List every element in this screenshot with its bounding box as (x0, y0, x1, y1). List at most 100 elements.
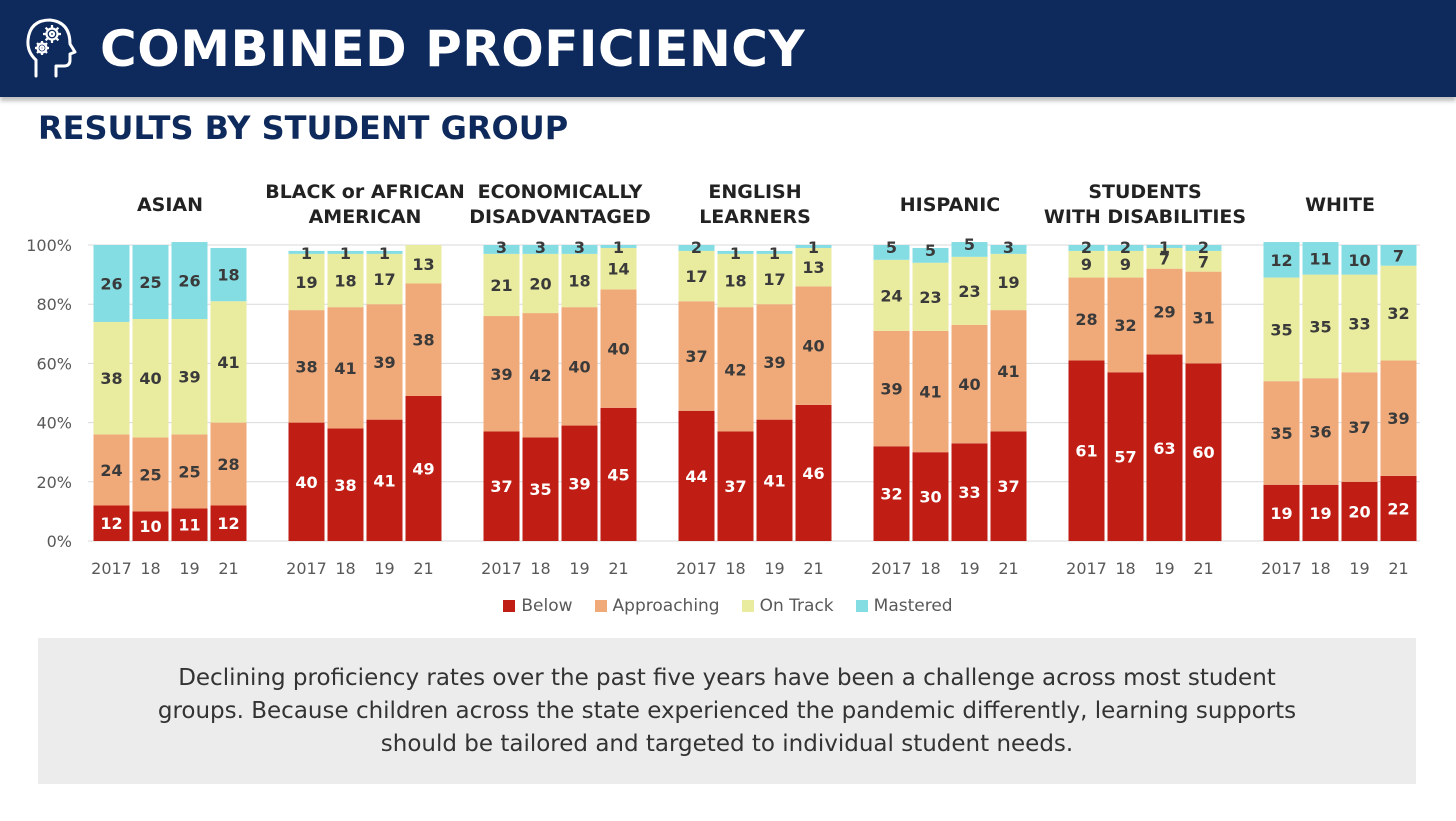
data-label: 41 (997, 362, 1019, 381)
data-label: 32 (880, 485, 902, 504)
x-tick-label: 21 (998, 559, 1018, 578)
bar-segment-approaching (210, 422, 247, 506)
data-label: 3 (535, 238, 546, 257)
data-label: 22 (1387, 499, 1409, 518)
data-label: 1 (340, 244, 351, 263)
bar-segment-approaching (1185, 271, 1222, 364)
data-label: 29 (1153, 303, 1175, 322)
data-label: 14 (607, 260, 629, 279)
bar-segment-below (522, 437, 559, 541)
x-tick-label: 2017 (481, 559, 522, 578)
data-label: 12 (100, 514, 122, 533)
x-tick-label: 18 (920, 559, 940, 578)
x-tick-label: 2017 (1066, 559, 1107, 578)
y-tick-label: 40% (36, 414, 72, 433)
bar-segment-mastered (873, 245, 910, 260)
bar-segment-mastered (951, 242, 988, 257)
bar-segment-on-track (171, 319, 208, 435)
data-label: 2 (1198, 238, 1209, 257)
data-label: 21 (490, 276, 512, 295)
bar-segment-mastered (1341, 245, 1378, 275)
bar-segment-mastered (483, 245, 520, 254)
bar-segment-on-track (1068, 250, 1105, 278)
x-tick-label: 19 (1349, 559, 1369, 578)
x-tick-label: 21 (1388, 559, 1408, 578)
bar-segment-approaching (678, 301, 715, 411)
x-tick-label: 19 (959, 559, 979, 578)
data-label: 25 (139, 273, 161, 292)
head-gears-icon (26, 18, 77, 78)
bar-segment-approaching (912, 330, 949, 453)
bar-segment-mastered (1068, 245, 1105, 251)
x-tick-label: 18 (335, 559, 355, 578)
bar-segment-on-track (1341, 274, 1378, 373)
data-label: 57 (1114, 448, 1136, 467)
bar-segment-below (1146, 354, 1183, 541)
data-label: 40 (139, 369, 161, 388)
data-label: 33 (1348, 314, 1370, 333)
y-tick-label: 60% (36, 354, 72, 373)
data-label: 11 (178, 516, 200, 535)
data-label: 18 (724, 272, 746, 291)
data-label: 13 (802, 258, 824, 277)
bar-segment-approaching (366, 304, 403, 420)
bar-segment-mastered (366, 250, 403, 254)
x-tick-label: 19 (179, 559, 199, 578)
bar-segment-mastered (912, 247, 949, 263)
x-tick-label: 2017 (91, 559, 132, 578)
data-label: 37 (490, 477, 512, 496)
data-label: 37 (1348, 418, 1370, 437)
data-label: 26 (100, 274, 122, 293)
data-label: 19 (997, 273, 1019, 292)
group-title-line: LEARNERS (699, 206, 811, 228)
y-tick-label: 100% (26, 236, 72, 255)
data-label: 46 (802, 464, 824, 483)
data-label: 38 (412, 331, 434, 350)
bar-segment-mastered (171, 242, 208, 319)
x-tick-label: 18 (1310, 559, 1330, 578)
bar-segment-mastered (288, 250, 325, 254)
data-label: 41 (217, 353, 239, 372)
bar-segment-on-track (678, 250, 715, 302)
data-label: 10 (139, 517, 161, 536)
x-tick-label: 18 (530, 559, 550, 578)
y-tick-label: 0% (47, 532, 72, 551)
data-label: 37 (997, 477, 1019, 496)
data-label: 39 (490, 365, 512, 384)
legend-swatch-below (503, 600, 516, 612)
bar-segment-mastered (561, 245, 598, 254)
data-label: 20 (1348, 502, 1370, 521)
bar-segment-approaching (795, 286, 832, 405)
summary-note-text: Declining proficiency rates over the pas… (157, 664, 1297, 757)
x-tick-label: 21 (608, 559, 628, 578)
data-label: 18 (568, 272, 590, 291)
data-label: 11 (1309, 249, 1331, 268)
data-label: 49 (412, 459, 434, 478)
data-label: 1 (379, 244, 390, 263)
data-label: 41 (373, 471, 395, 490)
bar-segment-approaching (1263, 381, 1300, 485)
data-label: 41 (334, 359, 356, 378)
data-label: 5 (925, 241, 936, 260)
bar-segment-on-track (1380, 265, 1417, 361)
data-label: 23 (958, 282, 980, 301)
legend-item-mastered: Mastered (855, 596, 953, 616)
legend-item-below: Below (503, 596, 573, 616)
header-banner: COMBINED PROFICIENCY (0, 0, 1456, 97)
data-label: 45 (607, 465, 629, 484)
data-label: 19 (1309, 504, 1331, 523)
data-label: 17 (685, 267, 707, 286)
bar-segment-below (327, 428, 364, 541)
bar-segment-on-track (366, 253, 403, 305)
data-label: 36 (1309, 422, 1331, 441)
bar-segment-on-track (210, 301, 247, 423)
legend-swatch-approaching (594, 600, 607, 612)
bar-segment-mastered (1185, 245, 1222, 251)
x-tick-label: 2017 (676, 559, 717, 578)
data-label: 1 (1159, 238, 1170, 257)
bar-segment-mastered (93, 245, 130, 322)
group-title-line: BLACK or AFRICAN (265, 181, 465, 203)
data-label: 7 (1393, 246, 1404, 265)
bar-segment-approaching (132, 437, 169, 512)
data-label: 37 (724, 477, 746, 496)
